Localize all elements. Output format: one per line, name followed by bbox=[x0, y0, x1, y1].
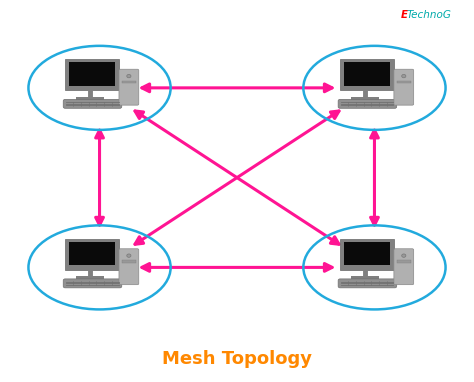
FancyBboxPatch shape bbox=[119, 69, 139, 105]
FancyBboxPatch shape bbox=[397, 261, 410, 263]
FancyBboxPatch shape bbox=[339, 59, 393, 90]
FancyBboxPatch shape bbox=[338, 99, 397, 108]
Text: Mesh Topology: Mesh Topology bbox=[162, 350, 312, 368]
FancyBboxPatch shape bbox=[122, 81, 136, 83]
FancyBboxPatch shape bbox=[76, 97, 104, 100]
Circle shape bbox=[127, 254, 131, 257]
FancyBboxPatch shape bbox=[344, 62, 390, 86]
FancyBboxPatch shape bbox=[397, 81, 410, 83]
Circle shape bbox=[401, 74, 406, 78]
FancyBboxPatch shape bbox=[338, 279, 397, 288]
FancyBboxPatch shape bbox=[351, 276, 379, 279]
FancyBboxPatch shape bbox=[394, 69, 414, 105]
FancyBboxPatch shape bbox=[351, 97, 379, 100]
FancyBboxPatch shape bbox=[69, 62, 115, 86]
FancyBboxPatch shape bbox=[63, 279, 122, 288]
FancyBboxPatch shape bbox=[394, 249, 414, 285]
FancyBboxPatch shape bbox=[344, 242, 390, 265]
FancyBboxPatch shape bbox=[76, 276, 104, 279]
FancyBboxPatch shape bbox=[69, 242, 115, 265]
FancyBboxPatch shape bbox=[122, 261, 136, 263]
Circle shape bbox=[127, 74, 131, 78]
Text: TechnoG: TechnoG bbox=[407, 10, 452, 19]
FancyBboxPatch shape bbox=[119, 249, 139, 285]
FancyBboxPatch shape bbox=[63, 99, 122, 108]
Circle shape bbox=[401, 254, 406, 257]
Text: E: E bbox=[401, 10, 408, 19]
FancyBboxPatch shape bbox=[64, 59, 118, 90]
FancyBboxPatch shape bbox=[64, 239, 118, 270]
FancyBboxPatch shape bbox=[339, 239, 393, 270]
